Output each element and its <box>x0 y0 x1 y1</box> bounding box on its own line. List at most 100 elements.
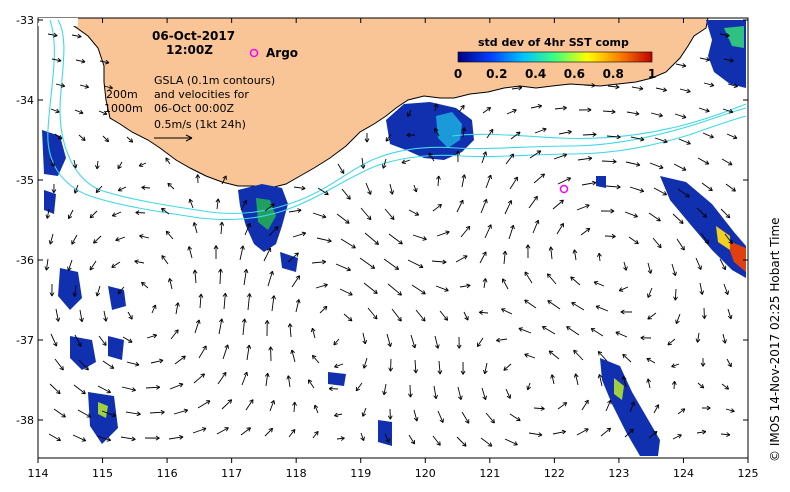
velocity-arrow <box>165 230 174 240</box>
velocity-arrow <box>558 129 572 135</box>
lat-tick-label: -38 <box>16 414 34 427</box>
velocity-arrow <box>701 307 707 319</box>
velocity-arrow <box>198 293 204 309</box>
velocity-arrow <box>263 247 272 262</box>
velocity-arrow <box>458 104 465 113</box>
velocity-arrow <box>54 133 63 140</box>
velocity-arrow <box>221 175 227 185</box>
velocity-arrow <box>167 182 175 190</box>
velocity-arrow <box>502 278 509 290</box>
velocity-arrow <box>455 255 468 263</box>
velocity-arrow <box>456 436 467 447</box>
velocity-arrow <box>725 183 736 192</box>
velocity-arrow <box>222 292 228 310</box>
sst-patch-w6 <box>44 190 56 214</box>
velocity-arrow <box>126 361 140 367</box>
velocity-arrow <box>695 257 702 270</box>
velocity-arrow <box>621 376 627 388</box>
velocity-arrow <box>624 211 638 218</box>
sst-patch-w3 <box>70 336 96 370</box>
velocity-arrow <box>484 224 492 239</box>
velocity-arrow <box>138 162 147 167</box>
velocity-arrow <box>335 263 351 272</box>
velocity-arrow <box>528 432 543 437</box>
velocity-arrow <box>648 212 661 222</box>
contour-1000m <box>47 19 747 220</box>
velocity-arrow <box>625 161 641 167</box>
velocity-arrow <box>192 269 198 284</box>
velocity-arrow <box>548 350 560 360</box>
lon-tick-label: 121 <box>479 467 500 480</box>
velocity-arrow <box>102 360 115 369</box>
velocity-arrow <box>518 327 532 334</box>
velocity-arrow <box>360 157 366 169</box>
velocity-arrow <box>723 283 730 295</box>
velocity-arrow <box>672 213 684 224</box>
velocity-arrow <box>316 237 332 243</box>
velocity-arrow <box>117 286 125 295</box>
velocity-arrow <box>702 132 714 139</box>
velocity-arrow <box>317 187 329 196</box>
velocity-arrow <box>271 295 276 312</box>
velocity-arrow <box>720 208 731 219</box>
velocity-arrow <box>578 107 592 113</box>
velocity-arrow <box>696 429 707 435</box>
velocity-arrow <box>547 300 561 310</box>
velocity-arrow <box>629 186 645 193</box>
velocity-arrow <box>245 399 254 411</box>
velocity-arrow <box>433 385 438 400</box>
velocity-arrow <box>165 157 171 165</box>
velocity-arrow <box>461 174 467 188</box>
velocity-arrow <box>340 238 356 249</box>
velocity-arrow <box>386 333 392 347</box>
velocity-arrow <box>364 132 370 143</box>
velocity-arrow <box>384 433 390 443</box>
velocity-arrow <box>287 323 293 338</box>
lon-tick-label: 118 <box>286 467 307 480</box>
velocity-arrow <box>501 308 513 315</box>
contour-lines <box>47 19 747 220</box>
depth-200-label: 200m <box>106 88 138 101</box>
velocity-arrow <box>479 310 489 315</box>
scale-arrow <box>154 134 193 142</box>
velocity-arrow <box>721 383 730 390</box>
velocity-arrow <box>365 182 372 195</box>
velocity-arrow <box>367 307 378 320</box>
lon-tick-label: 120 <box>415 467 436 480</box>
velocity-arrow <box>677 408 686 415</box>
velocity-arrow <box>407 109 412 117</box>
velocity-arrow <box>291 275 300 288</box>
velocity-arrow <box>240 200 247 211</box>
velocity-arrow <box>401 159 411 164</box>
velocity-arrow <box>437 360 443 375</box>
sst-patch-w5 <box>108 286 126 310</box>
velocity-arrow <box>509 413 521 422</box>
velocity-arrow <box>192 222 198 234</box>
velocity-arrow <box>460 225 471 238</box>
velocity-arrow <box>310 327 316 339</box>
velocity-arrow <box>93 235 102 244</box>
velocity-arrow <box>546 273 557 285</box>
velocity-arrow <box>674 113 687 119</box>
sst-patch-s1 <box>378 420 392 446</box>
velocity-arrow <box>96 435 112 442</box>
velocity-arrow <box>126 136 134 143</box>
colorbar-tick-label: 0 <box>454 67 462 81</box>
velocity-arrow <box>102 135 110 143</box>
velocity-arrow <box>339 288 353 296</box>
velocity-arrow <box>384 208 395 220</box>
velocity-arrow <box>288 208 302 213</box>
velocity-arrow <box>415 309 426 322</box>
velocity-arrow <box>623 261 628 271</box>
velocity-arrow <box>389 183 395 195</box>
velocity-arrow <box>47 32 58 38</box>
velocity-arrow <box>479 251 487 264</box>
velocity-arrow <box>362 357 368 369</box>
velocity-arrow <box>456 199 464 213</box>
velocity-arrow <box>675 313 681 325</box>
velocity-arrow <box>723 58 734 63</box>
velocity-arrow <box>48 433 62 442</box>
lon-tick-label: 124 <box>673 467 694 480</box>
velocity-arrow <box>628 236 639 245</box>
